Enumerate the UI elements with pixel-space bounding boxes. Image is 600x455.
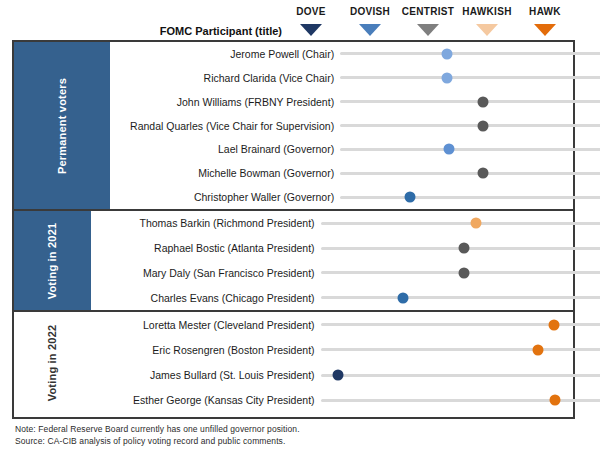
position-dot bbox=[478, 120, 489, 131]
participant-name: Esther George (Kansas City President) bbox=[91, 394, 321, 406]
chart-box: Permanent voters Jerome Powell (Chair) Ri… bbox=[12, 40, 575, 419]
section-rows: Loretta Mester (Cleveland President) Eric… bbox=[91, 312, 600, 413]
position-track bbox=[340, 148, 600, 151]
triangle-marker-icon bbox=[359, 24, 381, 36]
position-dot bbox=[458, 267, 469, 278]
position-track bbox=[321, 222, 600, 225]
position-dot bbox=[444, 144, 455, 155]
legend-item-hawk: HAWK bbox=[505, 6, 585, 40]
participant-row: Jerome Powell (Chair) bbox=[110, 42, 600, 66]
triangle-marker-icon bbox=[417, 24, 439, 36]
triangle-marker-icon bbox=[534, 24, 556, 36]
position-dot bbox=[398, 292, 409, 303]
position-track bbox=[321, 271, 600, 274]
participant-name: Michelle Bowman (Governor) bbox=[110, 167, 340, 179]
participant-name: Richard Clarida (Vice Chair) bbox=[110, 72, 340, 84]
position-dot bbox=[441, 72, 452, 83]
legend-label: HAWK bbox=[505, 6, 585, 17]
position-track bbox=[340, 100, 600, 103]
participant-row: Esther George (Kansas City President) bbox=[91, 388, 600, 413]
participant-row: Lael Brainard (Governor) bbox=[110, 137, 600, 161]
position-track bbox=[340, 52, 600, 55]
section-label: Voting in 2021 bbox=[46, 222, 58, 299]
participant-name: Jerome Powell (Chair) bbox=[110, 48, 340, 60]
position-track bbox=[340, 196, 600, 199]
participant-row: Thomas Barkin (Richmond President) bbox=[91, 211, 600, 236]
participant-row: Raphael Bostic (Atlanta President) bbox=[91, 236, 600, 261]
position-track bbox=[340, 124, 600, 127]
participant-name: Raphael Bostic (Atlanta President) bbox=[91, 242, 321, 254]
participant-row: Loretta Mester (Cleveland President) bbox=[91, 312, 600, 337]
position-track bbox=[321, 374, 600, 377]
footnote: Note: Federal Reserve Board currently ha… bbox=[15, 424, 300, 434]
participant-row: Charles Evans (Chicago President) bbox=[91, 285, 600, 310]
position-track bbox=[340, 172, 600, 175]
position-dot bbox=[333, 370, 344, 381]
section-voting-2022: Voting in 2022 Loretta Mester (Cleveland… bbox=[14, 310, 573, 413]
position-dot bbox=[458, 243, 469, 254]
section-sidebar: Voting in 2022 bbox=[14, 312, 91, 413]
position-dot bbox=[549, 395, 560, 406]
position-track bbox=[321, 323, 600, 326]
participant-name: Loretta Mester (Cleveland President) bbox=[91, 319, 321, 331]
section-sidebar: Voting in 2021 bbox=[14, 211, 91, 310]
participant-row: Christopher Waller (Governor) bbox=[110, 185, 600, 209]
position-dot bbox=[441, 48, 452, 59]
position-dot bbox=[471, 218, 482, 229]
position-track bbox=[321, 399, 600, 402]
triangle-marker-icon bbox=[300, 24, 322, 36]
triangle-marker-icon bbox=[476, 24, 498, 36]
position-dot bbox=[532, 344, 543, 355]
participant-row: Mary Daly (San Francisco President) bbox=[91, 261, 600, 286]
section-label: Permanent voters bbox=[56, 77, 68, 173]
participant-name: Eric Rosengren (Boston President) bbox=[91, 344, 321, 356]
section-rows: Thomas Barkin (Richmond President) Raphae… bbox=[91, 211, 600, 310]
position-track bbox=[321, 247, 600, 250]
source-note: Source: CA-CIB analysis of policy voting… bbox=[15, 436, 285, 446]
position-dot bbox=[478, 168, 489, 179]
section-rows: Jerome Powell (Chair) Richard Clarida (Vi… bbox=[110, 42, 600, 209]
participant-name: Thomas Barkin (Richmond President) bbox=[91, 217, 321, 229]
position-track bbox=[321, 348, 600, 351]
participant-row: Richard Clarida (Vice Chair) bbox=[110, 66, 600, 90]
participant-name: John Williams (FRBNY President) bbox=[110, 96, 340, 108]
participant-name: Christopher Waller (Governor) bbox=[110, 191, 340, 203]
participant-name: Randal Quarles (Vice Chair for Supervisi… bbox=[110, 120, 340, 132]
participant-row: Michelle Bowman (Governor) bbox=[110, 161, 600, 185]
participant-name: Lael Brainard (Governor) bbox=[110, 143, 340, 155]
participant-row: James Bullard (St. Louis President) bbox=[91, 363, 600, 388]
fomc-dove-hawk-chart: DOVEDOVISHCENTRISTHAWKISHHAWK FOMC Parti… bbox=[0, 0, 600, 455]
position-track bbox=[340, 76, 600, 79]
section-voting-2021: Voting in 2021 Thomas Barkin (Richmond P… bbox=[14, 209, 573, 310]
position-dot bbox=[478, 96, 489, 107]
participant-name: James Bullard (St. Louis President) bbox=[91, 369, 321, 381]
section-permanent-voters: Permanent voters Jerome Powell (Chair) Ri… bbox=[14, 42, 573, 209]
participant-row: John Williams (FRBNY President) bbox=[110, 90, 600, 114]
section-label: Voting in 2022 bbox=[46, 324, 58, 401]
participant-name: Charles Evans (Chicago President) bbox=[91, 292, 321, 304]
participant-row: Eric Rosengren (Boston President) bbox=[91, 337, 600, 362]
position-dot bbox=[405, 192, 416, 203]
participant-row: Randal Quarles (Vice Chair for Supervisi… bbox=[110, 114, 600, 138]
section-sidebar: Permanent voters bbox=[14, 42, 110, 209]
participant-name: Mary Daly (San Francisco President) bbox=[91, 267, 321, 279]
position-dot bbox=[548, 319, 559, 330]
position-track bbox=[321, 296, 600, 299]
participant-column-title: FOMC Participant (title) bbox=[0, 25, 282, 37]
